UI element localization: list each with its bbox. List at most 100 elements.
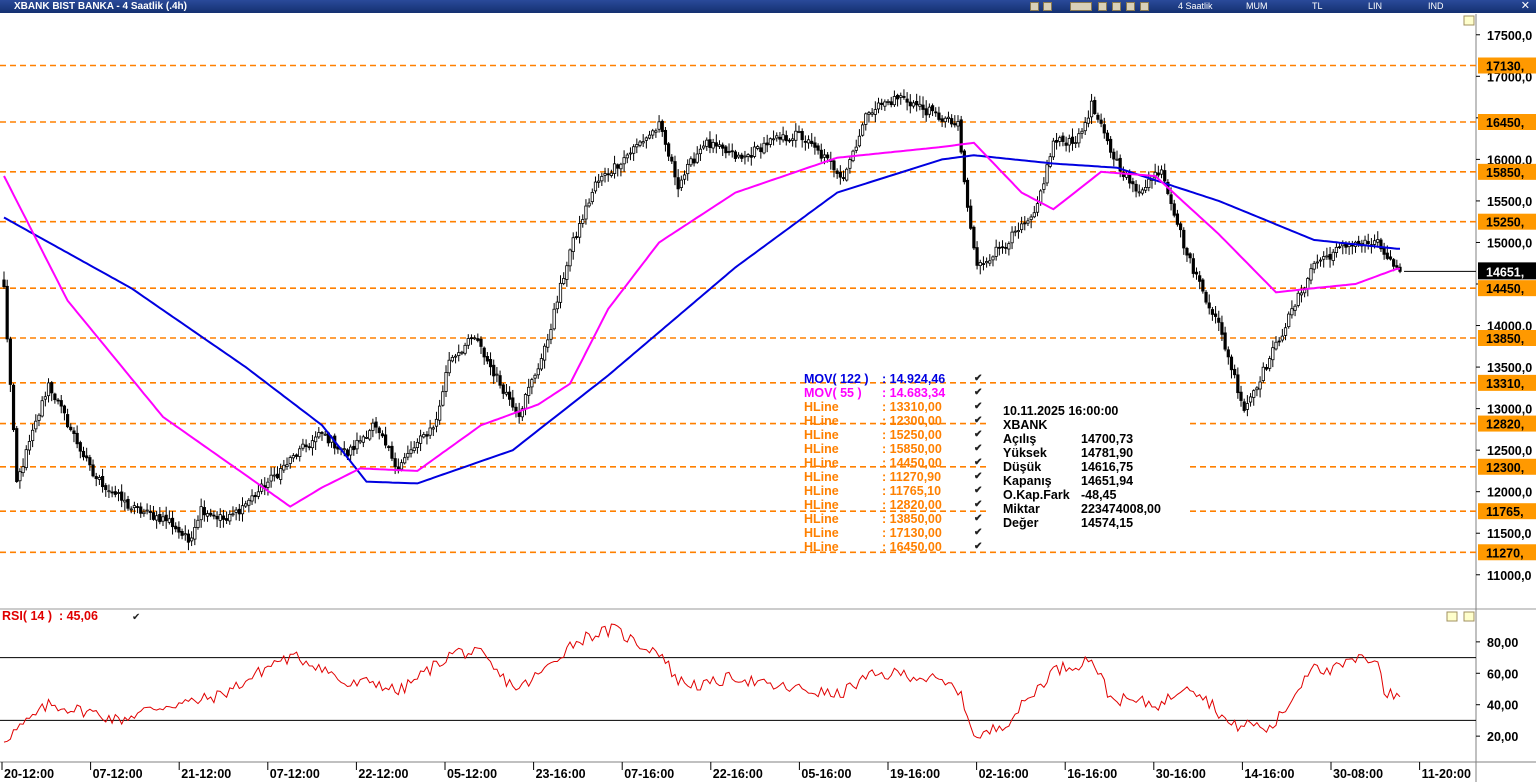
panel-button[interactable] [1463, 15, 1475, 26]
candle [1039, 190, 1043, 203]
hline-tag-label: 12820, [1486, 418, 1524, 432]
candle [100, 476, 105, 488]
candle [867, 112, 871, 115]
candle [1372, 240, 1377, 245]
candle [135, 506, 140, 508]
check-icon[interactable]: ✔ [974, 415, 983, 426]
check-icon[interactable]: ✔ [974, 471, 983, 482]
panel-button[interactable] [1446, 611, 1458, 622]
rsi-value: 45,06 [66, 609, 98, 623]
scale-selector[interactable]: LIN [1368, 1, 1383, 11]
legend-value: : 15250,00 [882, 428, 942, 442]
candle [501, 384, 505, 394]
candle [1306, 278, 1310, 289]
candle [18, 471, 22, 482]
check-icon[interactable]: ✔ [974, 457, 983, 468]
candle [892, 96, 897, 106]
check-icon[interactable]: ✔ [974, 513, 983, 524]
candle [571, 237, 575, 252]
candle [193, 526, 197, 540]
toolbar-icon[interactable] [1126, 2, 1135, 11]
candle [756, 146, 760, 149]
candle [1163, 170, 1167, 182]
candle [1182, 229, 1186, 249]
candle [431, 427, 435, 430]
candle [34, 420, 38, 430]
period-selector[interactable]: 4 Saatlik [1178, 1, 1213, 11]
toolbar-icon[interactable] [1098, 2, 1107, 11]
ohlc-value: 223474008,00 [1081, 502, 1161, 516]
candle [511, 397, 515, 408]
mode-selector[interactable]: IND [1428, 1, 1444, 11]
check-icon[interactable]: ✔ [974, 499, 983, 510]
candle [59, 400, 63, 407]
close-icon[interactable]: ✕ [1520, 0, 1530, 12]
currency-selector[interactable]: TL [1312, 1, 1323, 11]
candle [450, 357, 454, 362]
candle [686, 163, 690, 175]
candle [1217, 317, 1221, 323]
candle [702, 145, 706, 149]
toolbar-icon[interactable] [1070, 2, 1092, 11]
legend-name: HLine [804, 484, 839, 498]
candle [797, 131, 801, 133]
candle [72, 430, 76, 435]
candle [368, 430, 372, 440]
candle [616, 164, 620, 169]
candle [1035, 203, 1040, 213]
rsi-name: RSI( 14 ) [2, 609, 53, 623]
x-tick-label: 14-16:00 [1244, 767, 1294, 781]
chart-style-selector[interactable]: MUM [1246, 1, 1268, 11]
candle [1179, 223, 1183, 231]
candle [180, 530, 184, 536]
candle [418, 435, 423, 444]
candle [959, 119, 963, 153]
check-icon[interactable]: ✔ [974, 485, 983, 496]
candle [498, 375, 502, 386]
candle [205, 513, 210, 517]
check-icon[interactable]: ✔ [974, 429, 983, 440]
candle [266, 481, 270, 488]
toolbar-icon[interactable] [1112, 2, 1121, 11]
hline-tag-label: 13310, [1486, 377, 1524, 391]
candle [447, 359, 451, 374]
candle [1303, 287, 1307, 294]
candle [717, 144, 722, 147]
candle [444, 372, 448, 392]
panel-button[interactable] [1463, 611, 1475, 622]
check-icon[interactable]: ✔ [974, 527, 983, 538]
check-icon[interactable]: ✔ [974, 443, 983, 454]
check-icon[interactable]: ✔ [974, 387, 983, 398]
toolbar-icon[interactable] [1043, 2, 1052, 11]
check-icon[interactable]: ✔ [974, 541, 983, 552]
candle [619, 163, 623, 170]
candle [358, 440, 362, 443]
candle [91, 464, 95, 477]
candle [612, 163, 617, 174]
candle [733, 151, 738, 159]
toolbar-icon[interactable] [1030, 2, 1039, 11]
candle [15, 428, 19, 482]
candle [930, 105, 935, 112]
candle [1194, 271, 1199, 275]
candle [1042, 183, 1046, 190]
candle [1395, 265, 1399, 268]
candle [196, 519, 200, 528]
candle [625, 154, 629, 159]
candle [950, 118, 954, 125]
ohlc-key: Yüksek [1003, 446, 1047, 460]
candle [495, 373, 499, 376]
ohlc-value: 14700,73 [1081, 432, 1134, 446]
candle [1020, 223, 1024, 231]
candle [349, 446, 353, 456]
check-icon[interactable]: ✔ [974, 401, 983, 412]
check-icon[interactable]: ✔ [974, 373, 983, 384]
candle [1296, 292, 1300, 306]
ohlc-datetime: 10.11.2025 16:00:00 [1003, 404, 1119, 418]
candle [1245, 403, 1249, 410]
candle [721, 144, 725, 149]
toolbar-icon[interactable] [1140, 2, 1149, 11]
check-icon[interactable]: ✔ [132, 612, 141, 623]
candle [985, 261, 989, 264]
